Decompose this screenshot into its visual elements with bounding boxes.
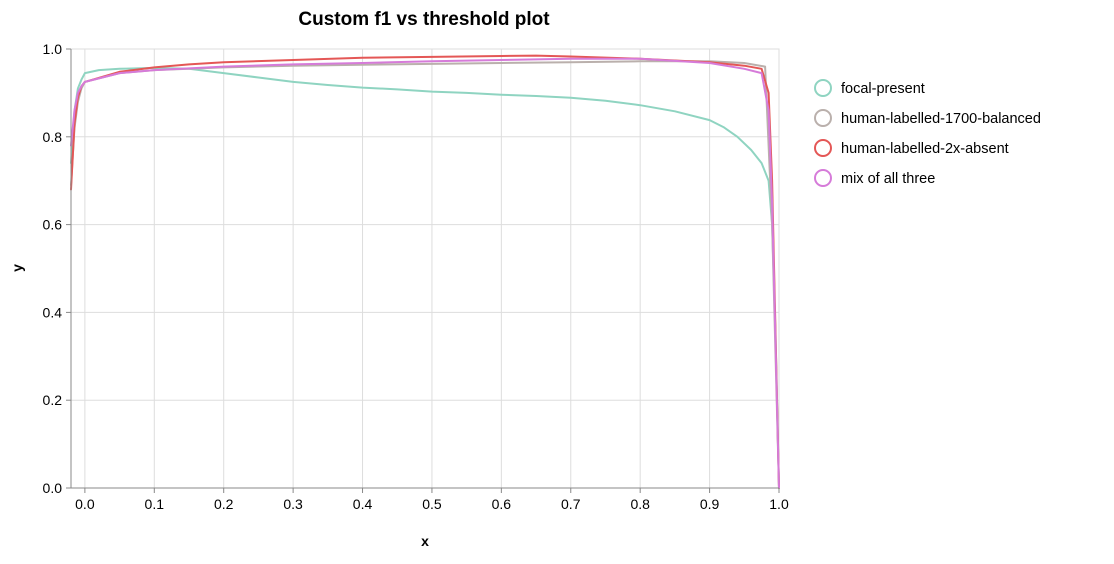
legend-label-4: mix of all three <box>841 171 935 187</box>
x-tick-label: 0.3 <box>283 496 303 512</box>
plot-frame <box>70 48 780 489</box>
x-tick-label: 1.0 <box>769 496 789 512</box>
axes: 0.0 0.1 0.2 0.3 0.4 0.5 0.6 0.7 0.8 0.9 1.0 0.0 0.2 0… <box>43 41 789 512</box>
grid <box>70 48 780 489</box>
y-tick-label: 0.4 <box>43 304 63 320</box>
x-tick-label: 0.4 <box>353 496 373 512</box>
legend-marker-1 <box>814 79 832 97</box>
x-tick-label: 0.6 <box>492 496 512 512</box>
x-tick-label: 0.5 <box>422 496 442 512</box>
x-tick-label: 0.9 <box>700 496 720 512</box>
y-tick-label: 1.0 <box>43 41 63 57</box>
y-tick-label: 0.2 <box>43 392 63 408</box>
y-tick-label: 0.0 <box>43 480 63 496</box>
legend-marker-3 <box>814 139 832 157</box>
y-tick-label: 0.8 <box>43 129 63 145</box>
series-lines <box>70 54 780 489</box>
x-tick-label: 0.7 <box>561 496 581 512</box>
chart-title: Custom f1 vs threshold plot <box>298 9 550 30</box>
legend-marker-2 <box>814 109 832 127</box>
legend-marker-4 <box>814 169 832 187</box>
series-line-4 <box>70 57 780 489</box>
legend-label-3: human-labelled-2x-absent <box>841 141 1009 157</box>
legend-label-1: focal-present <box>841 81 925 97</box>
x-tick-label: 0.0 <box>75 496 95 512</box>
y-axis-title: y <box>9 264 25 272</box>
y-tick-label: 0.6 <box>43 217 63 233</box>
series-line-3 <box>70 54 780 489</box>
x-axis-title: x <box>421 533 429 549</box>
series-line-1 <box>70 66 780 489</box>
legend: focal-present human-labelled-1700-balance… <box>814 79 1041 187</box>
x-tick-label: 0.8 <box>630 496 650 512</box>
x-tick-label: 0.1 <box>145 496 165 512</box>
series-line-2 <box>70 60 780 489</box>
legend-label-2: human-labelled-1700-balanced <box>841 111 1041 127</box>
x-tick-label: 0.2 <box>214 496 234 512</box>
